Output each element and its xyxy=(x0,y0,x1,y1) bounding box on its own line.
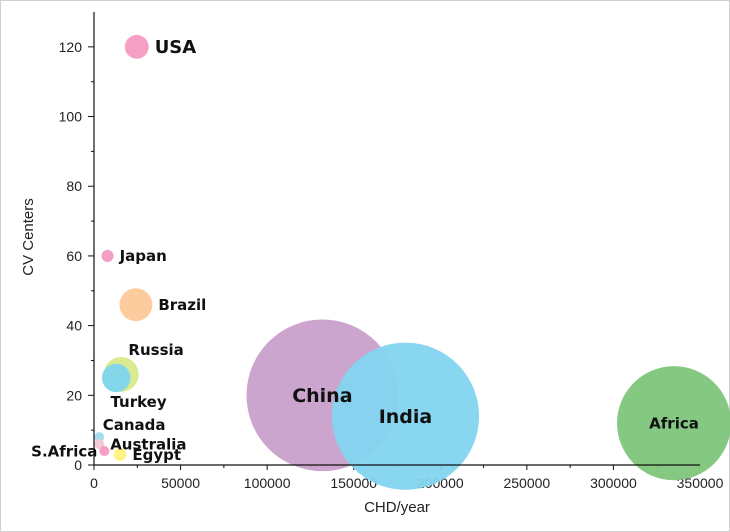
x-tick-label: 150000 xyxy=(330,475,377,491)
y-tick-label: 80 xyxy=(66,178,82,194)
bubble-brazil xyxy=(119,288,153,322)
bubble-canada xyxy=(94,432,105,443)
bubble-label-egypt: Egypt xyxy=(132,446,181,464)
x-tick-label: 250000 xyxy=(503,475,550,491)
x-tick-label: 350000 xyxy=(677,475,724,491)
y-tick-label: 120 xyxy=(59,39,83,55)
bubble-label-china: China xyxy=(292,385,352,407)
bubble-label-brazil: Brazil xyxy=(158,296,206,314)
bubble-s-africa xyxy=(99,446,110,457)
bubble-turkey xyxy=(101,363,131,393)
bubble-label-russia: Russia xyxy=(128,341,183,359)
y-tick-label: 0 xyxy=(74,457,82,473)
y-axis-title: CV Centers xyxy=(20,198,37,276)
bubble-label-japan: Japan xyxy=(119,247,167,265)
x-tick-label: 50000 xyxy=(161,475,200,491)
axes-layer xyxy=(93,12,700,466)
bubble-australia xyxy=(94,439,105,450)
x-tick-label: 100000 xyxy=(244,475,291,491)
y-tick-label: 100 xyxy=(59,109,83,125)
bubbles-layer xyxy=(94,34,730,490)
bubble-label-africa: Africa xyxy=(649,414,699,432)
bubble-label-usa: USA xyxy=(155,37,197,58)
y-tick-label: 60 xyxy=(66,248,82,264)
bubble-usa xyxy=(124,34,149,59)
bubble-label-india: India xyxy=(379,406,433,428)
bubble-labels-layer: USA Japan Brazil Russia Turkey China India Afri… xyxy=(31,37,699,464)
bubble-india xyxy=(331,342,480,490)
y-tick-label: 20 xyxy=(66,387,82,403)
ticks-layer: 0 50000 100000 150000 200000 250000 300000 3500… xyxy=(59,39,724,491)
bubble-egypt xyxy=(113,448,127,461)
bubble-label-canada: Canada xyxy=(103,416,166,434)
bubble-africa xyxy=(617,366,730,481)
x-axis-title: CHD/year xyxy=(364,499,430,516)
x-tick-label: 300000 xyxy=(590,475,637,491)
bubble-japan xyxy=(101,249,114,263)
y-tick-label: 40 xyxy=(66,318,82,334)
bubble-label-australia: Australia xyxy=(110,435,186,453)
x-tick-label: 0 xyxy=(90,475,98,491)
bubble-label-s-africa: S.Africa xyxy=(31,442,97,460)
bubble-label-turkey: Turkey xyxy=(110,393,166,411)
